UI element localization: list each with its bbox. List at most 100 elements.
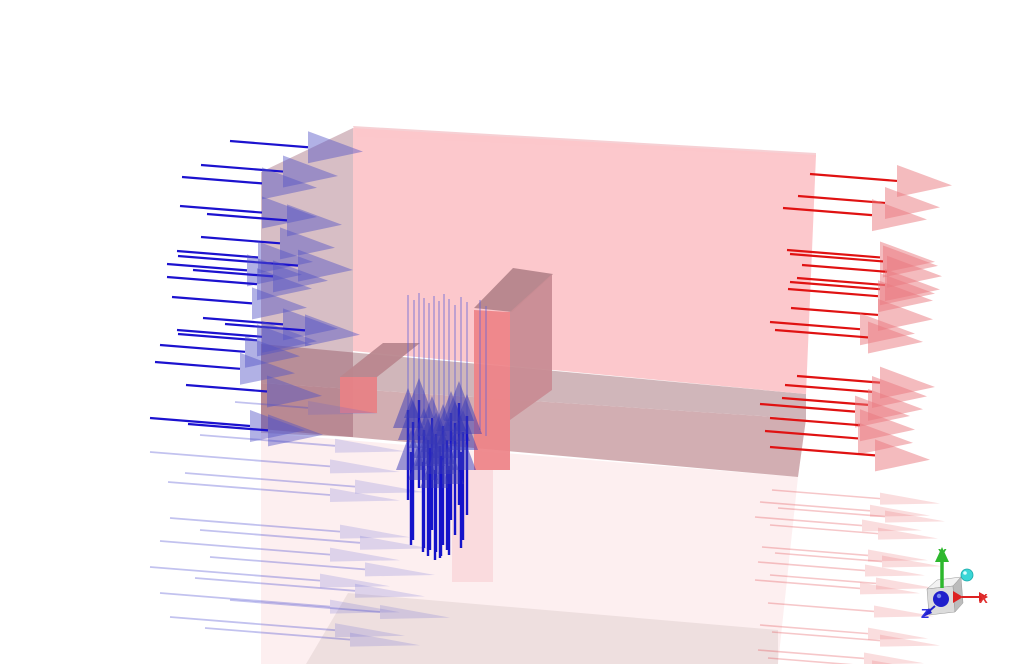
inlet-arrow-shaft [187, 422, 269, 432]
inlet-arrow-head [257, 268, 312, 301]
inlet-arrow-shaft [176, 328, 263, 338]
outlet-faint-arrow-head [862, 519, 922, 532]
step-box-front-face [340, 377, 377, 413]
inlet-faint-arrow-head [365, 562, 435, 577]
axis-z-label: Z [921, 606, 929, 621]
axis-y-label: Y [938, 546, 947, 561]
inlet-arrow-head [273, 260, 328, 293]
inlet-faint-arrow-shaft [234, 401, 309, 409]
inlet-arrows-faint [149, 400, 450, 647]
outlet-arrow-shaft [759, 402, 856, 413]
model-geometry [261, 126, 816, 664]
outlet-arrow-shaft [769, 445, 876, 457]
inlet-arrow-shaft [224, 322, 306, 332]
inlet-arrow-shaft [206, 212, 288, 222]
outlet-faint-arrow-shaft [757, 561, 866, 572]
orientation-axes-widget[interactable]: X Y Z [921, 546, 988, 621]
axes-x-head-icon [979, 592, 988, 602]
outlet-faint-arrow-shaft [769, 524, 879, 535]
floor-plane [306, 593, 778, 664]
inlet-arrow-shaft [200, 163, 284, 173]
inlet-arrow-shaft [154, 360, 241, 370]
outlet-arrow-shaft [786, 248, 881, 259]
inlet-faint-arrow-head [320, 573, 390, 588]
inlet-arrow-head [308, 131, 363, 164]
inlet-faint-arrow-head [330, 599, 400, 614]
outlet-arrow-head [858, 422, 913, 455]
outlet-faint-arrow-shaft [754, 579, 861, 590]
outlet-faint-arrow-head [865, 564, 925, 577]
inlet-faint-arrow-shaft [184, 472, 356, 488]
inlet-arrow-head [247, 254, 302, 287]
inlet-faint-arrow-head [335, 623, 405, 638]
inlet-faint-arrow-head [335, 438, 405, 453]
mid-slab-lower-band [261, 383, 806, 477]
outlet-faint-arrow-head [870, 504, 930, 517]
inlet-arrow-shaft [166, 262, 248, 272]
outlet-arrow-shaft [787, 287, 879, 298]
inlet-faint-arrow-shaft [159, 592, 331, 608]
center-of-rotation-sphere-icon[interactable] [960, 568, 974, 582]
inlet-arrow-shaft [177, 332, 258, 342]
orientation-axes-shapes [923, 547, 988, 617]
inlet-arrow-shaft [179, 204, 263, 214]
inlet-arrow-shaft [229, 139, 309, 149]
jet-arrow-head [426, 434, 456, 474]
inlet-arrow-head [283, 308, 338, 341]
inlet-arrow-shaft [171, 295, 253, 305]
outlet-faint-arrow-head [864, 652, 924, 664]
outlet-faint-arrow-head [868, 627, 928, 640]
inlet-arrow-head [287, 204, 342, 237]
outlet-arrow-shaft [774, 328, 869, 339]
outlet-arrow-head [868, 321, 923, 354]
outlet-arrow-shaft [769, 416, 861, 427]
outlet-arrow-shaft [796, 276, 886, 287]
inlet-faint-arrow-shaft [167, 481, 331, 496]
inlet-arrow-shaft [176, 249, 259, 259]
inlet-faint-arrow-shaft [169, 517, 341, 533]
step-box-top-face [340, 343, 420, 377]
outlet-arrow-shaft [790, 306, 879, 317]
inlet-faint-arrow-head [330, 487, 400, 502]
outlet-arrow-shaft [789, 280, 881, 291]
inlet-arrow-shaft [185, 383, 268, 393]
upper-box-left-face [261, 128, 353, 437]
outlet-arrow-shaft [801, 263, 888, 273]
outlet-arrows-faint [754, 489, 945, 664]
outlet-faint-arrow-head [880, 634, 940, 647]
axes-z-sphere-icon [933, 591, 949, 607]
outlet-faint-arrow-shaft [771, 489, 881, 500]
inlet-arrow-head [298, 249, 353, 282]
inlet-arrow-shaft [181, 175, 263, 185]
outlet-faint-arrow-shaft [777, 507, 886, 518]
inlet-faint-arrow-head [380, 605, 450, 619]
outlet-arrow-shaft [809, 172, 898, 183]
inlet-faint-arrow-shaft [229, 599, 381, 613]
inlet-arrow-shaft [202, 316, 284, 326]
duct-box-right-face [510, 274, 552, 420]
axes-y-head-icon [935, 547, 949, 562]
inlet-arrow-head [283, 155, 338, 188]
sphere-highlight [963, 571, 967, 575]
outlet-faint-arrow-head [874, 605, 934, 618]
outlet-arrow-shaft [797, 194, 886, 205]
inlet-arrow-head [240, 352, 295, 385]
outlet-faint-arrow-shaft [771, 631, 881, 642]
outlet-arrow-shaft [769, 320, 861, 331]
axes-z-head-icon [923, 608, 932, 617]
inlet-faint-arrow-shaft [149, 451, 331, 468]
inlet-arrow-head [262, 320, 317, 353]
axis-x-label: X [979, 591, 988, 606]
outlet-faint-arrow-shaft [767, 657, 854, 664]
inlet-arrow-head [250, 410, 305, 442]
inlet-arrow-head [305, 314, 360, 347]
outlet-faint-arrow-shaft [769, 574, 877, 585]
jet-arrow-head [446, 430, 476, 470]
inlet-faint-arrow-shaft [204, 627, 351, 641]
lower-box-front-face [261, 433, 798, 664]
outlet-faint-arrow-shaft [754, 516, 863, 527]
outlet-arrow-shaft [764, 429, 859, 440]
inlet-arrow-shaft [159, 343, 246, 353]
inlet-faint-arrow-head [308, 400, 378, 415]
